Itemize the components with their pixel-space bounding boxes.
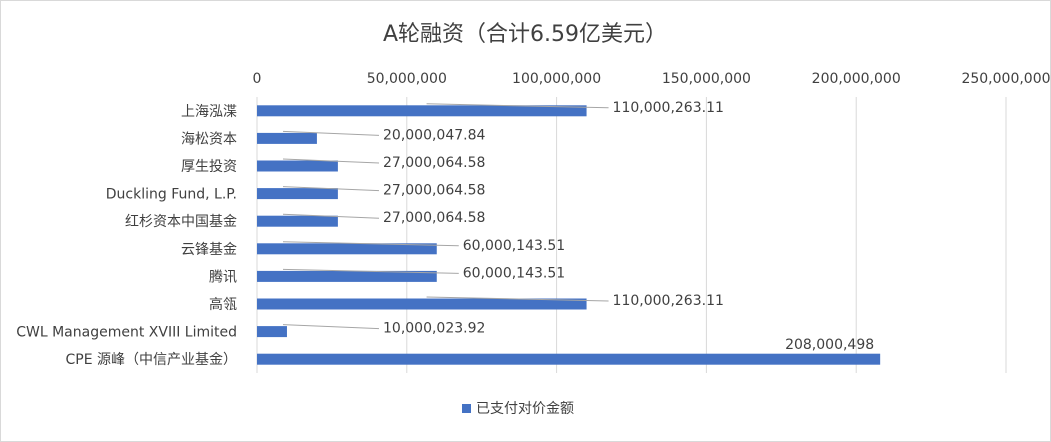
bar	[257, 326, 287, 338]
category-label: 厚生投资	[181, 159, 237, 175]
label-leader-lines	[282, 103, 609, 330]
data-label: 20,000,047.84	[383, 127, 486, 143]
category-label: 海松资本	[181, 131, 237, 147]
category-label: 云锋基金	[181, 241, 237, 258]
data-labels: 110,000,263.11 20,000,047.84 27,000,064.58…	[383, 100, 874, 353]
bar	[257, 243, 437, 255]
category-label: CPE 源峰（中信产业基金）	[65, 351, 237, 368]
leader-line	[282, 158, 380, 164]
data-label: 27,000,064.58	[383, 155, 485, 171]
legend-label: 已支付对价金额	[476, 401, 574, 417]
data-label: 60,000,143.51	[463, 238, 565, 254]
category-label: 上海泓渫	[181, 104, 237, 120]
legend: 已支付对价金额	[462, 401, 574, 417]
gridlines	[256, 97, 1007, 373]
bar	[257, 353, 881, 365]
data-label: 10,000,023.92	[383, 321, 485, 337]
bar	[257, 105, 587, 117]
data-label: 60,000,143.51	[463, 265, 565, 281]
bar	[257, 215, 338, 227]
leader-line	[282, 186, 380, 192]
leader-line	[282, 268, 459, 274]
category-label: 高瓴	[209, 296, 237, 313]
x-tick-label: 250,000,000	[961, 71, 1050, 87]
category-label: 红杉资本中国基金	[125, 213, 237, 230]
leader-line	[426, 296, 609, 302]
bar	[257, 270, 437, 282]
leader-line	[426, 103, 609, 109]
data-label: 208,000,498	[785, 337, 874, 353]
data-label: 110,000,263.11	[613, 100, 724, 116]
x-tick-label: 50,000,000	[367, 71, 447, 87]
data-label: 27,000,064.58	[383, 183, 485, 199]
legend-swatch	[462, 404, 471, 413]
category-label: CWL Management XVIII Limited	[16, 325, 237, 341]
leader-line	[282, 324, 380, 330]
x-tick-label: 100,000,000	[512, 71, 601, 87]
x-axis-ticks: 0 50,000,000 100,000,000 150,000,000 200,000…	[253, 71, 1050, 87]
x-tick-label: 0	[253, 71, 262, 87]
bar	[257, 160, 338, 172]
data-label: 110,000,263.11	[613, 293, 724, 309]
bar	[257, 188, 338, 200]
leader-line	[282, 130, 380, 136]
bar	[257, 132, 317, 144]
category-label: 腾讯	[209, 268, 237, 285]
category-label: Duckling Fund, L.P.	[106, 187, 237, 203]
x-tick-label: 150,000,000	[662, 71, 751, 87]
bars	[257, 105, 881, 365]
chart-title: A轮融资（合计6.59亿美元）	[383, 22, 667, 47]
x-tick-label: 200,000,000	[812, 71, 901, 87]
leader-line	[282, 241, 459, 247]
leader-line	[282, 213, 380, 219]
bar	[257, 298, 587, 310]
data-label: 27,000,064.58	[383, 210, 485, 226]
